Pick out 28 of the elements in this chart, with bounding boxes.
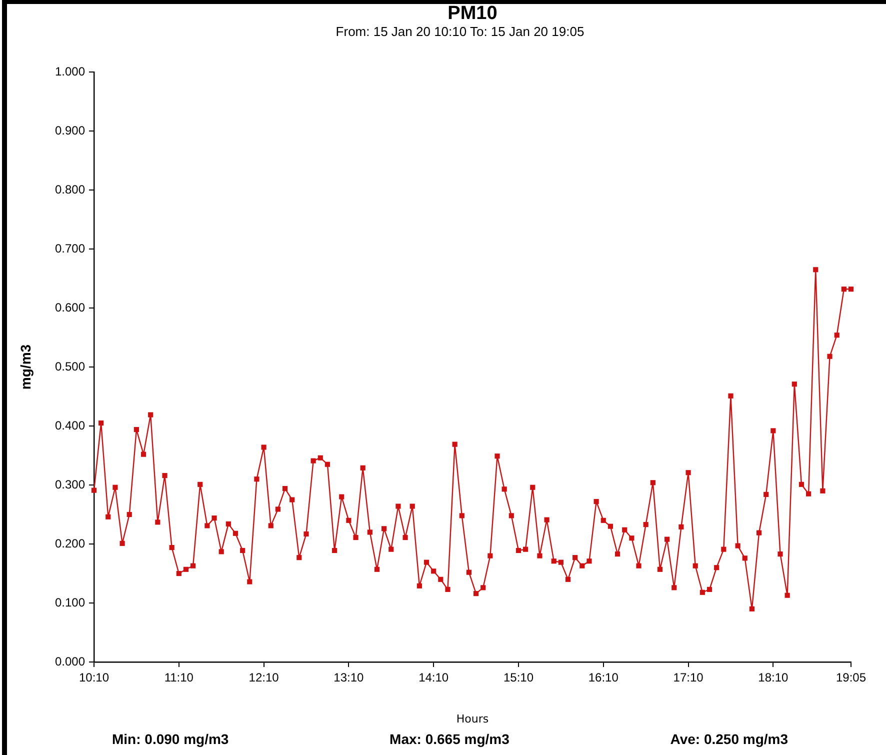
y-axis-title: mg/m3	[17, 344, 34, 390]
x-tick-label: 14:10	[418, 670, 449, 685]
y-tick-label: 0.000	[54, 654, 86, 668]
y-tick-label: 0.700	[54, 241, 86, 256]
y-tick-label: 0.600	[54, 300, 86, 314]
y-tick-label: 0.100	[54, 595, 86, 610]
x-tick-label: 18:10	[758, 670, 789, 685]
y-tick-label: 1.000	[54, 64, 86, 78]
y-tick-label: 0.900	[54, 123, 86, 138]
y-tick-label: 0.800	[54, 182, 86, 196]
x-axis-title: Hours	[456, 712, 489, 726]
x-tick-label: 16:10	[588, 670, 619, 685]
y-tick-label: 0.300	[54, 477, 86, 492]
chart-subtitle: From: 15 Jan 20 10:10 To: 15 Jan 20 19:05	[334, 24, 586, 39]
chart-title: PM10	[446, 3, 498, 24]
text: Ave: 0.250 mg/m3	[670, 731, 788, 748]
x-tick-label: 11:10	[164, 670, 194, 685]
x-tick-label: 15:10	[503, 670, 534, 685]
x-tick-label: 19:05	[836, 670, 866, 685]
y-tick-label: 0.200	[54, 536, 86, 550]
x-tick-label: 12:10	[248, 670, 280, 685]
x-tick-label: 10:10	[78, 670, 110, 685]
x-tick-label: 17:10	[673, 670, 704, 685]
y-tick-label: 0.500	[54, 359, 86, 374]
y-tick-label: 0.400	[54, 418, 86, 432]
x-tick-label: 13:10	[334, 670, 364, 685]
text: Max: 0.665 mg/m3	[390, 731, 510, 748]
text: Min: 0.090 mg/m3	[112, 731, 229, 748]
